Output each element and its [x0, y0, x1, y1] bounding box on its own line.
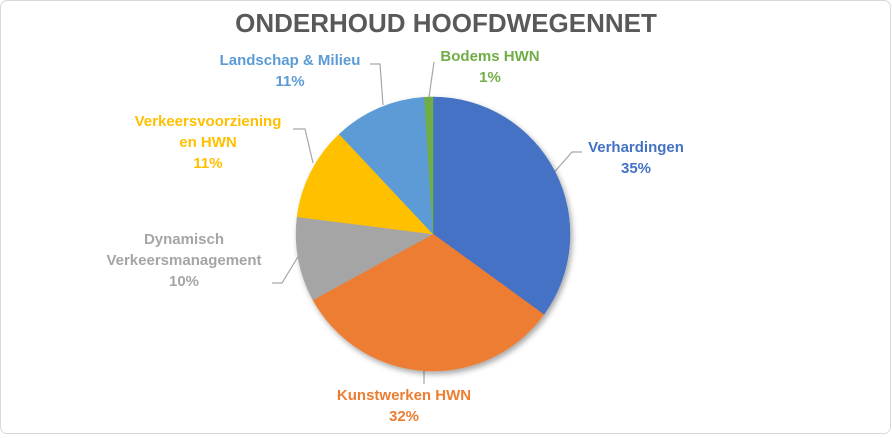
slice-label-text: Verkeersmanagement — [106, 252, 262, 269]
pie-slice-kunstwerken-hwn[interactable] — [312, 233, 545, 372]
slice-label-text: Verkeersvoorziening — [134, 113, 282, 130]
pie-slice-bodems-hwn[interactable] — [424, 96, 434, 235]
slice-label-text: Landschap & Milieu — [219, 52, 361, 69]
pie-slice-landschap-milieu[interactable] — [338, 97, 434, 235]
slice-label-text: Bodems HWN — [440, 48, 540, 65]
pie-slices — [295, 96, 571, 372]
slice-label-text: en HWN — [179, 134, 237, 151]
slice-label-dynamisch-verkeersmanagement: Dynamisch Verkeersmanagement 10% — [106, 229, 261, 292]
slice-label-landschap-milieu: Landschap & Milieu 11% — [220, 50, 361, 92]
slice-label-verhardingen: Verhardingen 35% — [588, 137, 684, 179]
leader-line-verkeersvoorziening — [293, 128, 314, 164]
slice-label-text: Dynamisch — [143, 231, 225, 248]
slice-label-pct: 32% — [388, 408, 420, 425]
slice-label-pct: 11% — [193, 155, 223, 172]
slice-label-pct: 10% — [168, 273, 200, 290]
pie-slice-dynamisch-verkeersmanagement[interactable] — [295, 216, 434, 301]
leader-line-bodems-hwn — [428, 61, 435, 98]
pie-slice-verkeersvoorziening-en-hwn[interactable] — [296, 133, 434, 235]
slice-label-pct: 11% — [275, 73, 305, 90]
slice-label-kunstwerken-hwn: Kunstwerken HWN 32% — [337, 385, 471, 427]
leader-line-landschap-milieu — [370, 63, 384, 106]
slice-label-bodems-hwn: Bodems HWN 1% — [440, 46, 539, 88]
chart-title: ONDERHOUD HOOFDWEGENNET — [235, 8, 657, 38]
leader-line-verhardingen — [550, 151, 582, 177]
slice-label-verkeersvoorziening-en-hwn: Verkeersvoorziening en HWN 11% — [135, 111, 282, 174]
slice-label-pct: 1% — [479, 69, 501, 86]
leader-lines — [272, 61, 582, 384]
slice-label-text: Kunstwerken HWN — [336, 387, 472, 404]
pie-slice-verhardingen[interactable] — [432, 96, 571, 315]
leader-line-dynamisch — [272, 254, 300, 284]
slice-label-pct: 35% — [620, 160, 652, 177]
slice-label-text: Verhardingen — [588, 139, 684, 156]
